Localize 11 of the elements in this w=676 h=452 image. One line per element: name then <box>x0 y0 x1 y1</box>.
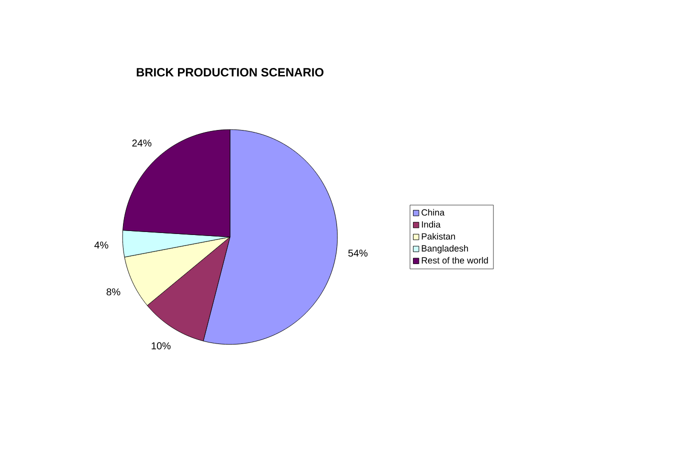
data-label: 54% <box>348 250 368 257</box>
data-label: 10% <box>152 342 171 350</box>
legend-label: Bangladesh <box>422 244 468 254</box>
data-label: 8% <box>106 288 120 296</box>
legend-label: China <box>422 209 445 216</box>
data-label: 4% <box>94 242 108 249</box>
data-label: 24% <box>132 140 152 147</box>
legend-label: Rest of the world <box>422 256 488 264</box>
legend-label: India <box>422 221 441 228</box>
legend-label: Pakistan <box>422 233 455 240</box>
chart-title: BRICK PRODUCTION SCENARIO <box>136 68 324 76</box>
